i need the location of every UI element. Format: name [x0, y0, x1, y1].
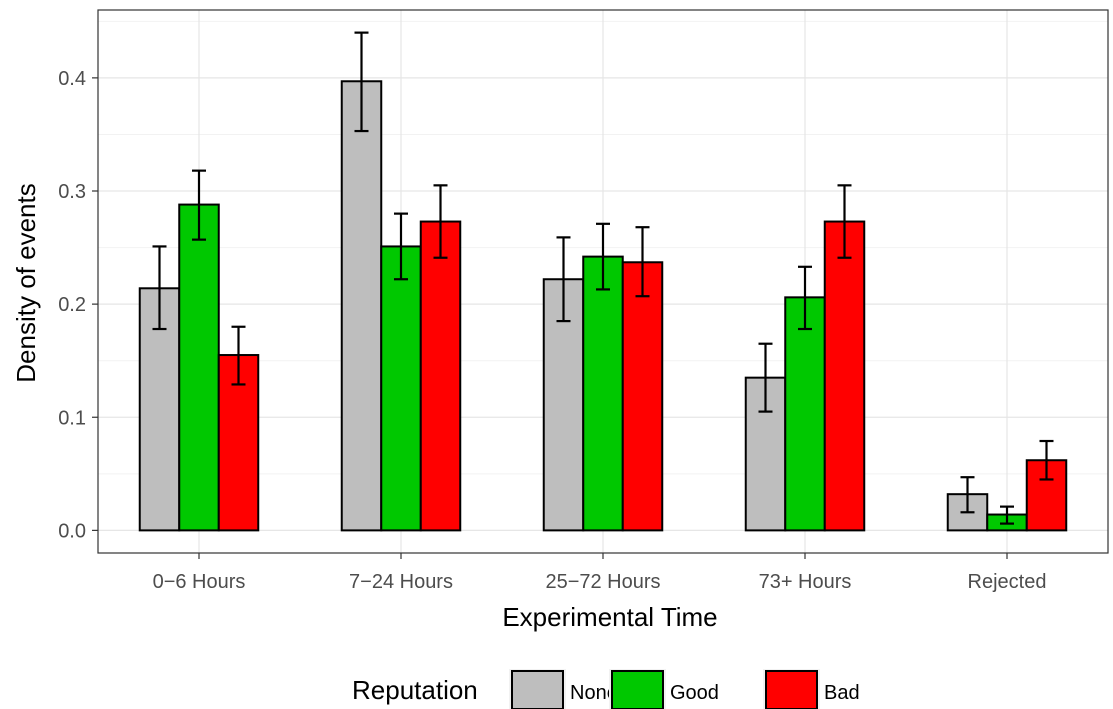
x-tick-label: Rejected — [968, 571, 1047, 593]
error-bars — [152, 31, 1054, 525]
error-bar — [758, 342, 773, 413]
bar — [823, 220, 866, 532]
bar — [621, 261, 664, 532]
error-bar — [960, 476, 975, 514]
error-bar — [798, 265, 812, 331]
bar — [784, 296, 826, 532]
y-tick-label: 0.2 — [58, 294, 86, 316]
y-axis-ticks: 0.0 0.1 0.2 0.3 0.4 — [58, 68, 98, 542]
bars — [138, 80, 1068, 532]
bar — [582, 255, 624, 532]
error-bar — [152, 245, 167, 331]
error-bar — [1000, 505, 1014, 525]
legend-title: Reputation — [352, 675, 478, 705]
error-bar — [354, 31, 369, 133]
y-axis-title: Density of events — [11, 183, 41, 382]
y-tick-label: 0.3 — [58, 181, 86, 203]
error-bar — [433, 184, 448, 259]
x-tick-label: 25−72 Hours — [545, 571, 660, 593]
legend: Reputation None Good Bad — [352, 669, 860, 709]
legend-items: None Good Bad — [509, 669, 860, 709]
legend-label: Bad — [824, 682, 860, 704]
error-bar — [596, 222, 610, 291]
error-bar — [231, 325, 246, 386]
legend-item: Good — [609, 669, 719, 709]
legend-item: Bad — [763, 669, 860, 709]
bar — [419, 220, 462, 532]
y-tick-label: 0.1 — [58, 407, 86, 429]
error-bar — [1039, 439, 1054, 481]
error-bar — [837, 184, 852, 259]
y-tick-label: 0.0 — [58, 520, 86, 542]
legend-label: Good — [670, 682, 719, 704]
error-bar — [635, 226, 650, 298]
legend-item: None — [509, 669, 618, 709]
legend-label: None — [570, 682, 618, 704]
x-axis-ticks: 0−6 Hours 7−24 Hours 25−72 Hours 73+ Hours R… — [153, 553, 1047, 593]
error-bar — [394, 212, 408, 281]
bar — [178, 203, 220, 532]
x-tick-label: 73+ Hours — [759, 571, 852, 593]
bar — [340, 80, 383, 532]
legend-swatch — [765, 670, 818, 709]
x-tick-label: 7−24 Hours — [349, 571, 453, 593]
bar — [380, 245, 422, 532]
x-tick-label: 0−6 Hours — [153, 571, 246, 593]
legend-swatch — [611, 670, 664, 709]
error-bar — [556, 236, 571, 323]
legend-swatch — [511, 670, 564, 709]
x-axis-title: Experimental Time — [502, 602, 717, 632]
y-tick-label: 0.4 — [58, 68, 86, 90]
error-bar — [192, 169, 206, 241]
